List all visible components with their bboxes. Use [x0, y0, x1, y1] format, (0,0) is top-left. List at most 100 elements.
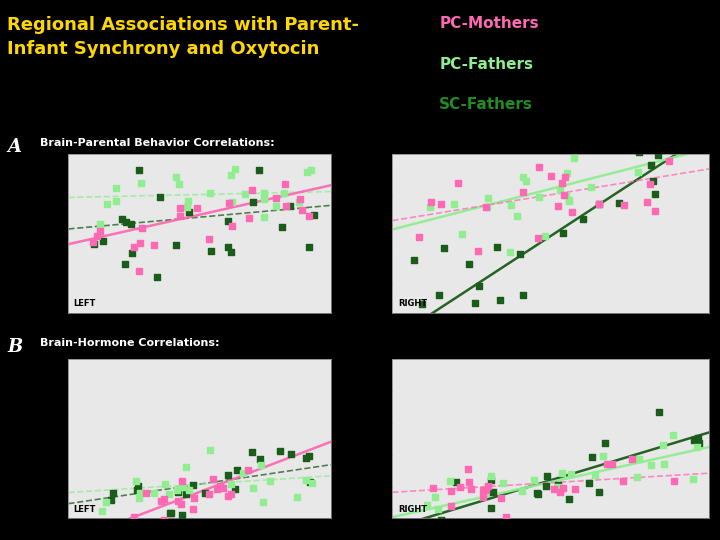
Point — [413, 232, 425, 241]
Point — [564, 495, 575, 504]
Point — [541, 472, 552, 481]
Point — [222, 491, 233, 500]
Point — [531, 489, 543, 497]
Point — [632, 167, 644, 176]
Point — [560, 191, 572, 199]
Point — [294, 194, 306, 203]
Point — [448, 200, 459, 208]
Point — [631, 472, 642, 481]
Point — [276, 222, 288, 231]
Point — [505, 247, 516, 256]
Point — [545, 172, 557, 180]
Point — [482, 193, 494, 202]
Point — [521, 177, 532, 185]
Point — [445, 487, 456, 495]
Point — [590, 470, 601, 479]
Title: Bilateral STS: Bilateral STS — [520, 143, 582, 153]
Point — [449, 518, 460, 527]
Point — [148, 489, 159, 498]
Point — [205, 246, 217, 255]
Point — [120, 218, 131, 226]
Point — [683, 93, 694, 102]
Point — [182, 197, 194, 205]
Point — [296, 206, 307, 214]
Point — [562, 168, 573, 177]
Point — [253, 166, 264, 174]
Point — [96, 507, 107, 516]
Point — [691, 442, 703, 451]
Point — [222, 217, 233, 225]
Point — [533, 490, 544, 498]
Point — [100, 498, 112, 507]
Point — [533, 193, 544, 201]
Point — [187, 481, 199, 489]
Point — [126, 219, 138, 228]
Point — [652, 150, 663, 159]
Point — [126, 249, 138, 258]
Point — [584, 479, 595, 488]
Point — [693, 434, 704, 442]
Point — [134, 489, 145, 498]
Point — [586, 453, 598, 461]
Point — [304, 478, 315, 487]
Point — [171, 241, 182, 249]
Point — [425, 198, 436, 206]
Point — [454, 483, 466, 491]
Point — [186, 505, 198, 514]
Point — [243, 465, 254, 474]
Point — [97, 237, 109, 246]
Point — [271, 201, 282, 210]
Point — [130, 477, 142, 485]
Title: Bilateral STS: Bilateral STS — [520, 348, 582, 359]
Point — [94, 518, 106, 527]
Title: vACC: vACC — [187, 348, 212, 359]
Point — [492, 242, 503, 251]
Point — [303, 451, 315, 460]
Point — [693, 439, 704, 448]
Point — [129, 242, 140, 251]
Point — [101, 200, 112, 208]
Point — [463, 478, 474, 487]
Point — [214, 481, 225, 490]
Point — [444, 477, 456, 485]
Point — [192, 203, 203, 212]
Point — [482, 482, 493, 490]
Point — [257, 497, 269, 506]
Point — [552, 483, 564, 491]
Point — [464, 260, 475, 268]
Point — [601, 460, 613, 468]
Point — [148, 241, 159, 249]
Point — [649, 190, 661, 198]
Point — [511, 212, 523, 220]
Point — [557, 179, 568, 187]
Point — [300, 454, 311, 462]
Text: RIGHT: RIGHT — [399, 299, 428, 308]
Point — [593, 200, 605, 208]
Point — [159, 480, 171, 489]
Point — [433, 505, 444, 514]
Point — [577, 214, 588, 223]
Point — [176, 500, 187, 508]
Point — [539, 232, 551, 240]
X-axis label: Signal Change (%): Signal Change (%) — [516, 331, 586, 340]
Point — [481, 202, 492, 211]
Point — [559, 172, 571, 181]
Point — [199, 489, 211, 497]
Point — [204, 490, 215, 498]
Point — [425, 203, 436, 212]
Point — [176, 511, 188, 519]
Point — [450, 478, 462, 487]
Point — [427, 483, 438, 492]
Point — [495, 295, 506, 304]
Point — [264, 477, 276, 485]
Point — [184, 208, 195, 217]
Point — [421, 501, 433, 510]
Point — [174, 204, 186, 213]
Point — [554, 186, 566, 195]
Point — [304, 243, 315, 252]
Point — [116, 214, 127, 223]
Point — [211, 485, 222, 494]
Text: Regional Associations with Parent-
Infant Synchrony and Oxytocin: Regional Associations with Parent- Infan… — [7, 16, 359, 58]
Point — [633, 148, 644, 157]
Point — [668, 476, 680, 485]
